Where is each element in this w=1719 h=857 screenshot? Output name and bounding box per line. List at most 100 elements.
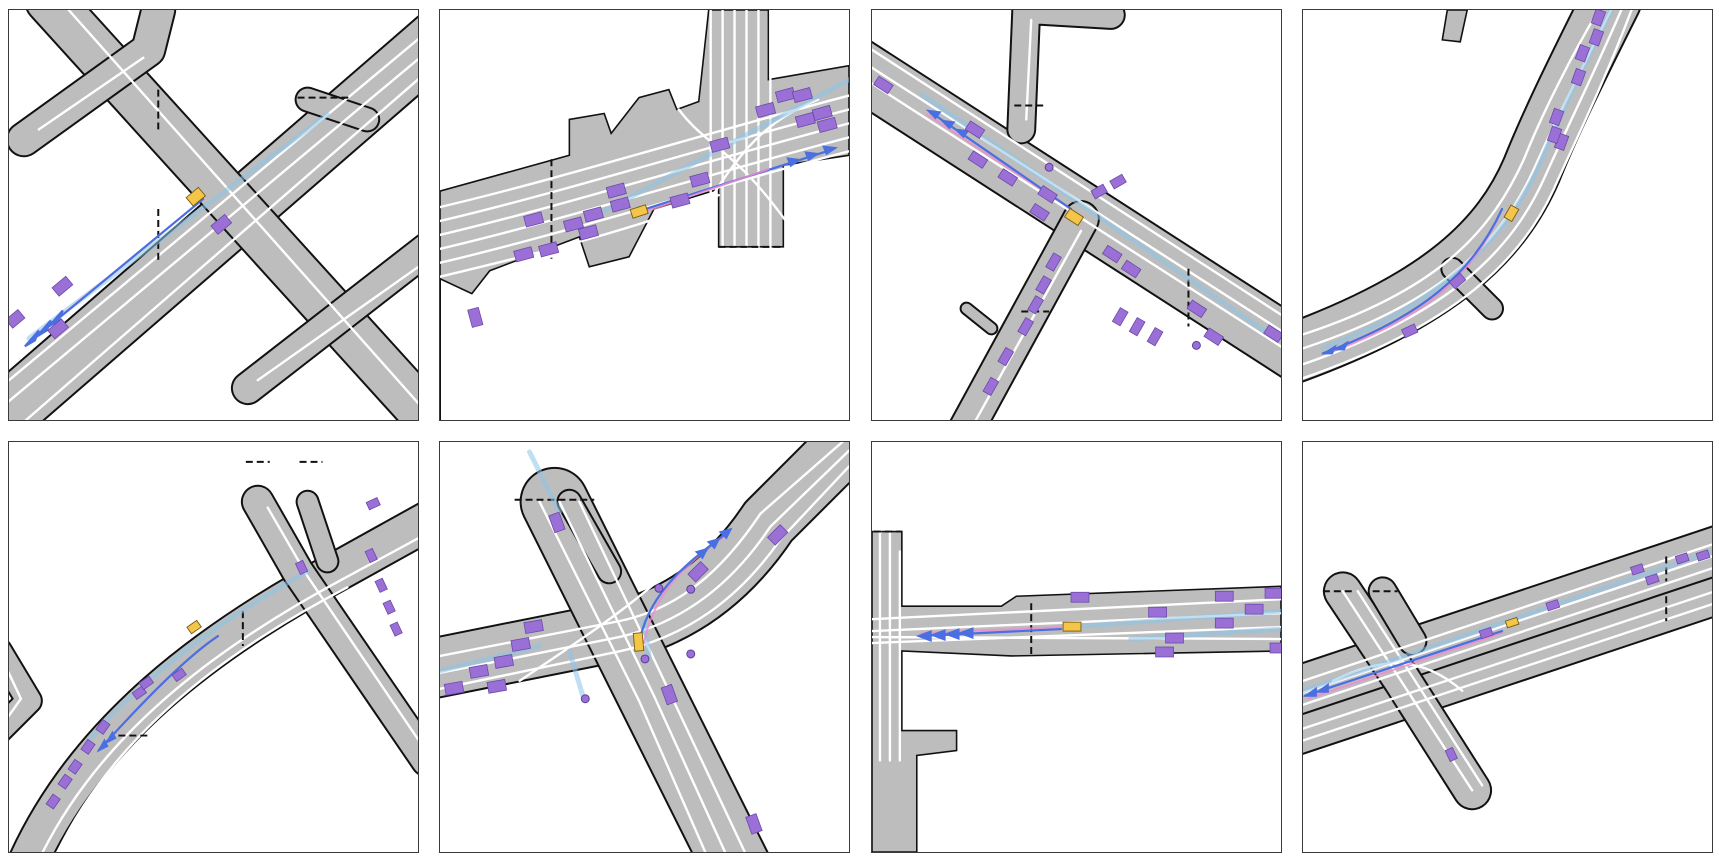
history-trail [566, 648, 587, 704]
predicted-trajectory [97, 634, 220, 752]
agent-vehicle [51, 275, 74, 297]
ego-vehicle [629, 204, 649, 219]
scene-panel-3 [871, 9, 1282, 421]
agent-vehicle [811, 104, 833, 122]
pedestrian [686, 649, 696, 659]
agent-vehicle [1264, 587, 1281, 599]
agent-vehicle [1574, 44, 1591, 63]
agent-vehicles [467, 86, 838, 328]
agent-vehicle [1037, 185, 1058, 204]
scene-panel-5 [8, 441, 419, 853]
alternate-trajectory [638, 168, 770, 215]
agent-vehicle [95, 718, 111, 735]
agent-vehicle [486, 678, 508, 694]
ego-vehicle [632, 632, 645, 652]
agent-vehicle [766, 524, 789, 546]
scene-map-1 [9, 10, 418, 420]
ego-vehicle [1503, 204, 1520, 223]
pedestrian [1191, 340, 1201, 350]
agent-vehicles [45, 497, 403, 810]
agent-vehicle [1588, 28, 1605, 47]
ego-vehicle [1062, 621, 1082, 632]
scene-map-6 [440, 442, 849, 852]
scene-panel-7 [871, 441, 1282, 853]
ego-vehicle [185, 186, 207, 207]
agent-vehicle [745, 813, 763, 835]
agent-vehicle [964, 120, 986, 140]
agent-vehicle [873, 75, 894, 95]
agent-vehicle [1165, 632, 1184, 644]
agent-vehicle [1035, 275, 1052, 295]
agent-vehicle [1546, 125, 1563, 145]
agent-vehicle [1214, 590, 1234, 602]
agent-vehicle [1448, 272, 1467, 290]
agent-vehicle [687, 560, 709, 583]
scene-panel-2 [439, 9, 850, 421]
scene-map-5 [9, 460, 418, 852]
agent-vehicle [365, 497, 381, 511]
agent-vehicle [47, 318, 70, 340]
scene-panel-6 [439, 441, 850, 853]
agent-vehicle [1478, 626, 1494, 640]
agent-vehicle [364, 547, 378, 564]
road-network [440, 10, 849, 420]
agent-vehicle [816, 116, 838, 134]
agent-vehicle [1548, 107, 1565, 127]
ego-vehicle [1504, 616, 1520, 629]
pedestrian [1044, 162, 1054, 172]
scene-panel-4 [1302, 9, 1713, 421]
agent-vehicle [1186, 299, 1208, 319]
scene-map-2 [440, 10, 849, 420]
agent-vehicle [210, 213, 233, 235]
agent-vehicles [873, 75, 1281, 397]
agent-vehicle [1120, 259, 1142, 279]
agent-vehicle [967, 150, 989, 169]
history-trail [1320, 10, 1614, 351]
scene-panel-1 [8, 9, 419, 421]
pedestrian [654, 583, 664, 593]
agent-vehicle [138, 675, 155, 691]
agent-vehicle [1070, 591, 1090, 603]
agent-vehicle [709, 136, 731, 153]
scene-panel-8 [1302, 441, 1713, 853]
predicted-arrowheads [96, 730, 117, 753]
agent-vehicle [605, 182, 627, 199]
agent-vehicle [754, 101, 777, 119]
scene-map-4 [1303, 10, 1641, 383]
road-network [9, 484, 418, 852]
agent-vehicle [1146, 326, 1164, 347]
agent-vehicle [467, 306, 484, 328]
predicted-arrowheads [694, 527, 733, 560]
agent-vehicle [80, 738, 96, 755]
road-network [9, 10, 418, 420]
predicted-arrowheads [915, 627, 974, 643]
agent-vehicle [1090, 183, 1108, 200]
agent-vehicle [45, 793, 61, 810]
agent-vehicle [582, 206, 604, 223]
predicted-trajectory [1321, 207, 1504, 355]
agent-vehicle [1027, 295, 1045, 315]
agent-vehicle [9, 309, 26, 329]
agent-vehicle [57, 773, 73, 790]
pedestrian [640, 654, 650, 664]
agent-vehicle [67, 758, 83, 775]
lane-markings [9, 10, 418, 420]
agent-vehicle [1101, 244, 1123, 264]
predicted-trajectory [1303, 629, 1504, 697]
ego-vehicle [186, 619, 202, 635]
agent-vehicle [562, 216, 585, 233]
scene-map-3 [872, 10, 1281, 420]
agent-vehicles [1400, 10, 1607, 339]
agent-vehicle [609, 196, 631, 213]
agent-vehicle [374, 577, 388, 593]
agent-vehicles [1444, 549, 1711, 763]
agent-vehicles [1070, 587, 1281, 658]
agent-vehicle [171, 667, 187, 683]
history-trail [1128, 626, 1281, 642]
agent-vehicle [1128, 317, 1146, 337]
agent-vehicle [689, 171, 711, 188]
agent-vehicle [1570, 67, 1587, 87]
history-trail [641, 618, 652, 659]
lane-markings [9, 506, 418, 852]
agent-vehicle [389, 621, 403, 637]
